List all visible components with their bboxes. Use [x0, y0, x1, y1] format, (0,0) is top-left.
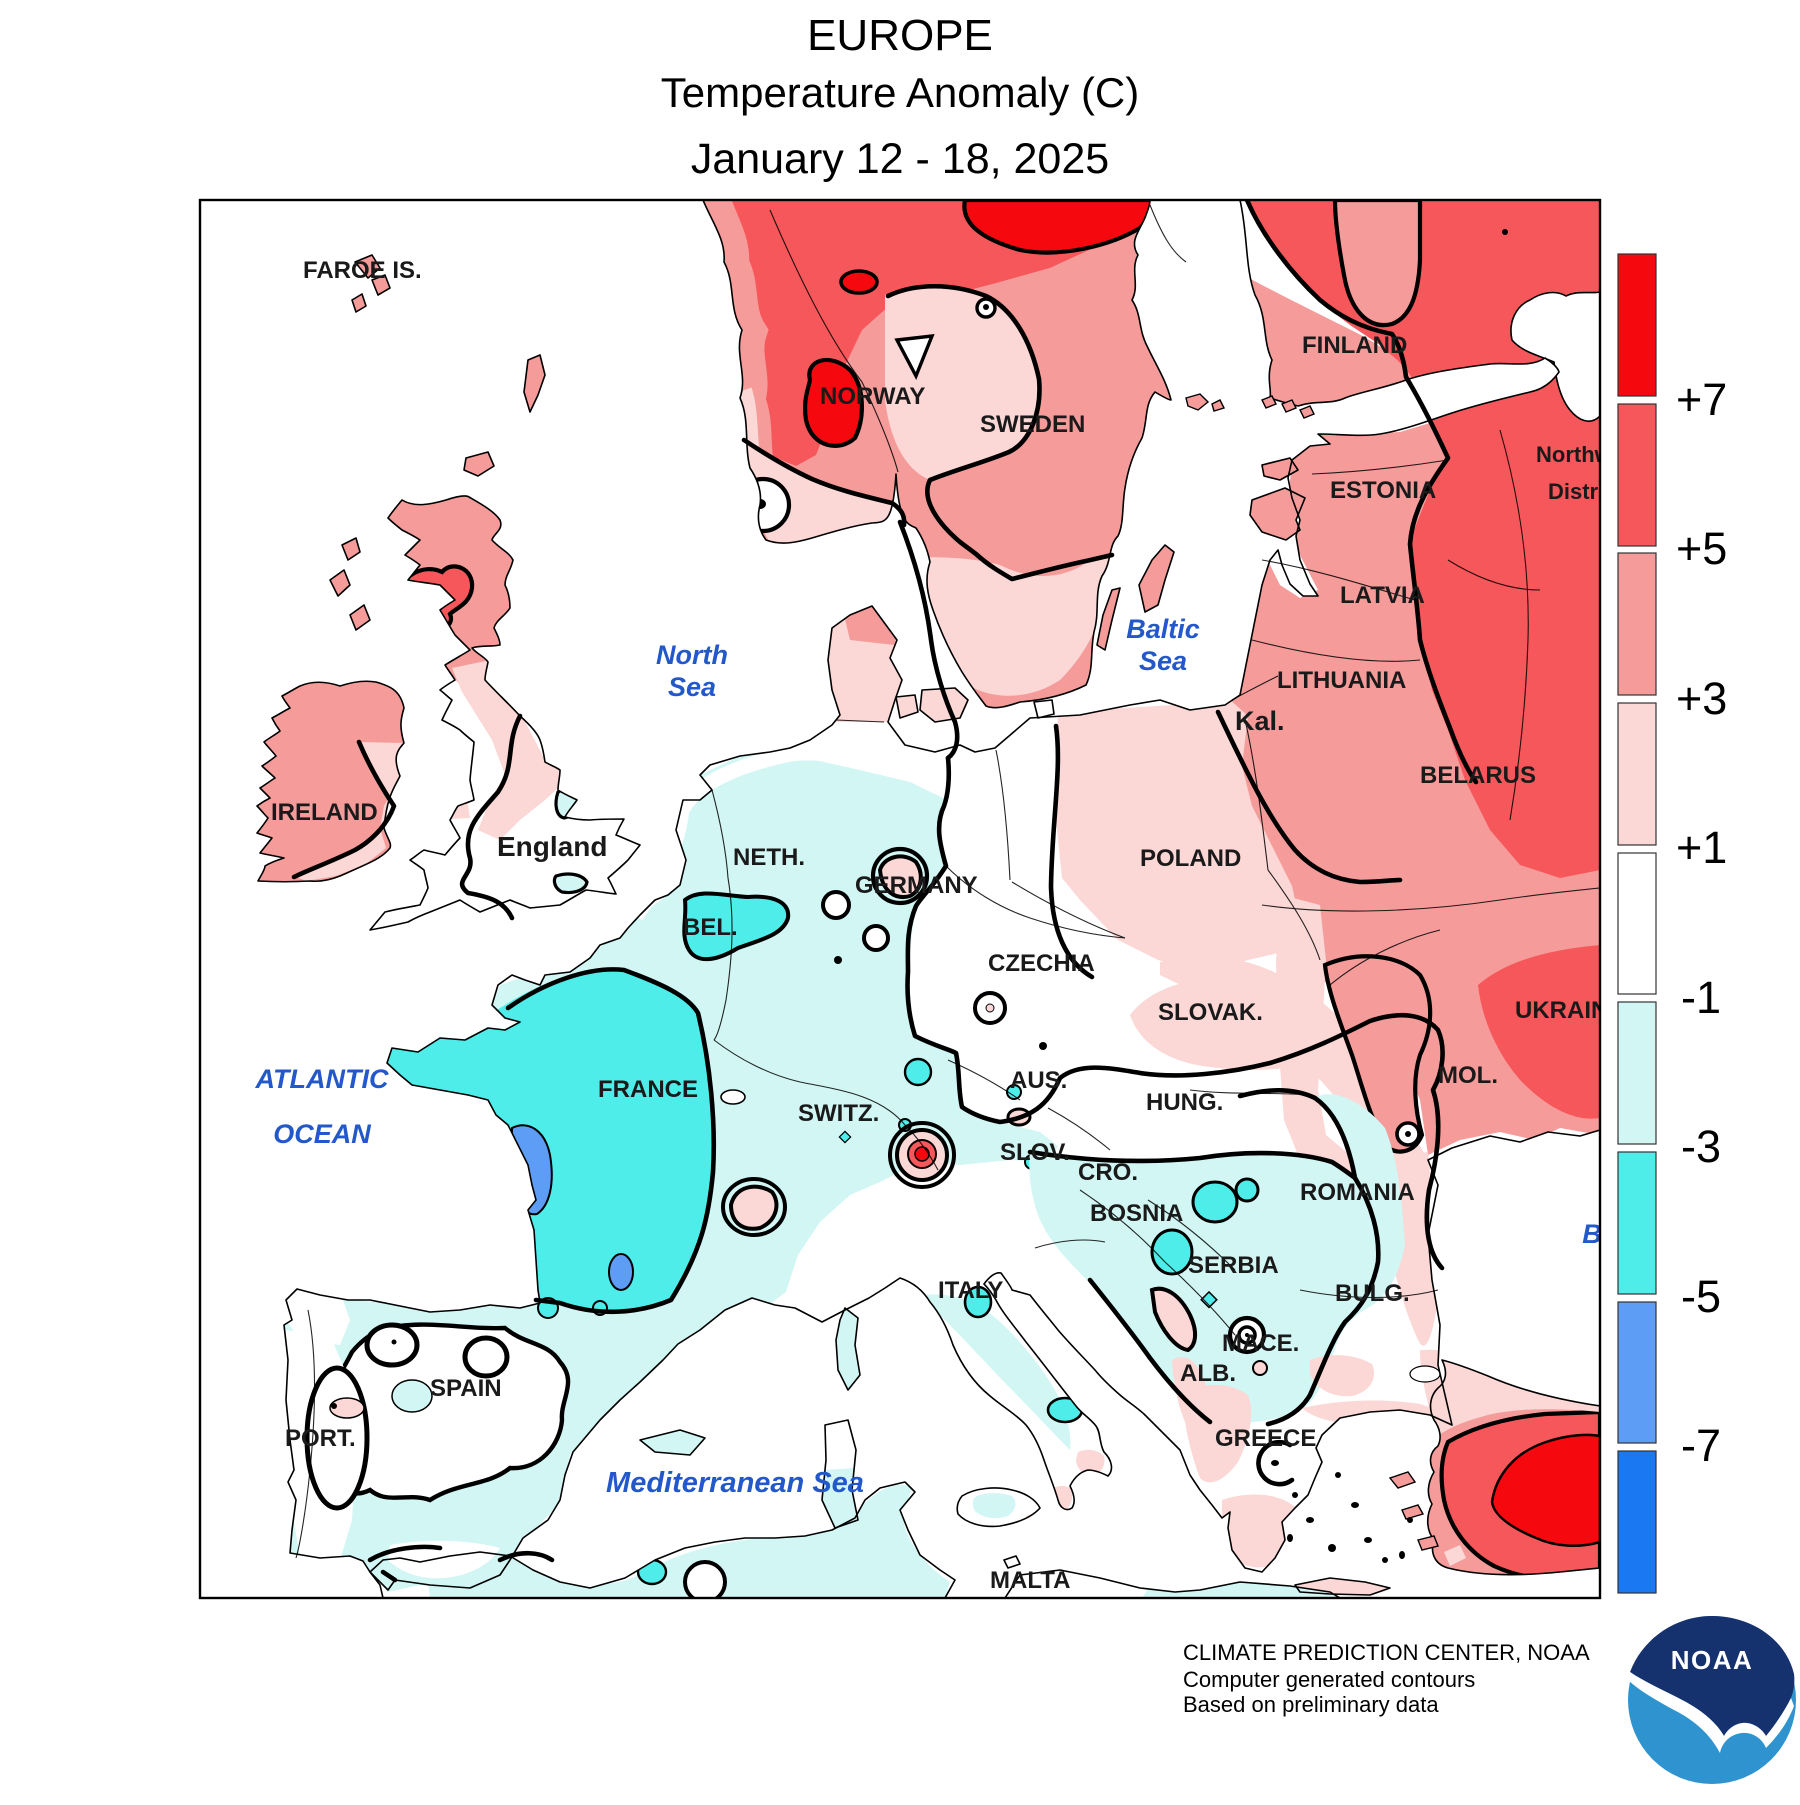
svg-text:ROMANIA: ROMANIA [1300, 1179, 1415, 1206]
svg-text:North: North [656, 640, 728, 670]
svg-text:ATLANTIC: ATLANTIC [255, 1064, 389, 1094]
svg-text:BOSNIA: BOSNIA [1090, 1200, 1183, 1227]
svg-text:-5: -5 [1681, 1271, 1721, 1322]
svg-text:LATVIA: LATVIA [1340, 582, 1425, 609]
svg-text:AUS.: AUS. [1010, 1067, 1067, 1094]
svg-text:OCEAN: OCEAN [273, 1119, 371, 1149]
svg-text:HUNG.: HUNG. [1146, 1089, 1223, 1116]
svg-text:EUROPE: EUROPE [807, 11, 993, 60]
svg-text:Temperature Anomaly (C): Temperature Anomaly (C) [661, 69, 1140, 116]
svg-text:-7: -7 [1681, 1420, 1721, 1471]
svg-text:CRO.: CRO. [1078, 1159, 1138, 1186]
svg-text:MOL.: MOL. [1438, 1062, 1498, 1089]
svg-text:POLAND: POLAND [1140, 845, 1241, 872]
svg-text:+1: +1 [1676, 822, 1727, 873]
svg-text:ALB.: ALB. [1180, 1360, 1236, 1387]
svg-text:FAROE IS.: FAROE IS. [303, 257, 422, 284]
svg-text:Computer generated contours: Computer generated contours [1183, 1667, 1475, 1692]
svg-text:ESTONIA: ESTONIA [1330, 477, 1436, 504]
svg-text:MALTA: MALTA [990, 1567, 1070, 1594]
svg-text:NOAA: NOAA [1671, 1645, 1754, 1675]
svg-text:January 12 - 18, 2025: January 12 - 18, 2025 [691, 135, 1109, 183]
svg-text:SLOVAK.: SLOVAK. [1158, 999, 1263, 1026]
svg-text:GERMANY: GERMANY [855, 872, 978, 899]
svg-text:UKRAINE: UKRAINE [1515, 997, 1624, 1024]
svg-text:FRANCE: FRANCE [598, 1076, 698, 1103]
svg-text:England: England [497, 831, 607, 862]
svg-text:SERBIA: SERBIA [1188, 1252, 1279, 1279]
svg-text:NORWAY: NORWAY [820, 383, 925, 410]
svg-text:Sea: Sea [668, 672, 716, 702]
svg-text:SPAIN: SPAIN [430, 1375, 502, 1402]
svg-text:CLIMATE PREDICTION CENTER, NOA: CLIMATE PREDICTION CENTER, NOAA [1183, 1640, 1590, 1665]
svg-text:B: B [1582, 1219, 1602, 1249]
svg-text:-3: -3 [1681, 1121, 1721, 1172]
svg-text:LITHUANIA: LITHUANIA [1277, 667, 1406, 694]
svg-text:+7: +7 [1676, 374, 1727, 425]
svg-text:Mediterranean Sea: Mediterranean Sea [606, 1467, 864, 1499]
svg-text:SLOV.: SLOV. [1000, 1139, 1070, 1166]
svg-text:MACE.: MACE. [1222, 1330, 1299, 1357]
svg-text:Northwestern: Northwestern [1536, 442, 1678, 467]
svg-text:NETH.: NETH. [733, 844, 805, 871]
svg-text:+5: +5 [1676, 523, 1727, 574]
svg-text:BEL.: BEL. [683, 914, 738, 941]
svg-text:SWITZ.: SWITZ. [798, 1100, 879, 1127]
svg-text:CZECHIA: CZECHIA [988, 950, 1095, 977]
svg-text:FINLAND: FINLAND [1302, 332, 1407, 359]
svg-text:BELARUS: BELARUS [1420, 762, 1536, 789]
svg-text:-1: -1 [1681, 972, 1721, 1023]
svg-text:+3: +3 [1676, 673, 1727, 724]
svg-text:Sea: Sea [1139, 646, 1187, 676]
svg-text:GREECE: GREECE [1215, 1425, 1316, 1452]
svg-text:IRELAND: IRELAND [271, 799, 378, 826]
svg-text:Based on preliminary data: Based on preliminary data [1183, 1692, 1439, 1717]
svg-text:Kal.: Kal. [1235, 706, 1285, 736]
svg-text:District: District [1548, 479, 1624, 504]
svg-text:BULG.: BULG. [1335, 1280, 1410, 1307]
svg-text:SWEDEN: SWEDEN [980, 411, 1085, 438]
svg-text:PORT.: PORT. [285, 1425, 356, 1452]
svg-text:Baltic: Baltic [1126, 614, 1200, 644]
svg-text:ITALY: ITALY [938, 1277, 1003, 1304]
